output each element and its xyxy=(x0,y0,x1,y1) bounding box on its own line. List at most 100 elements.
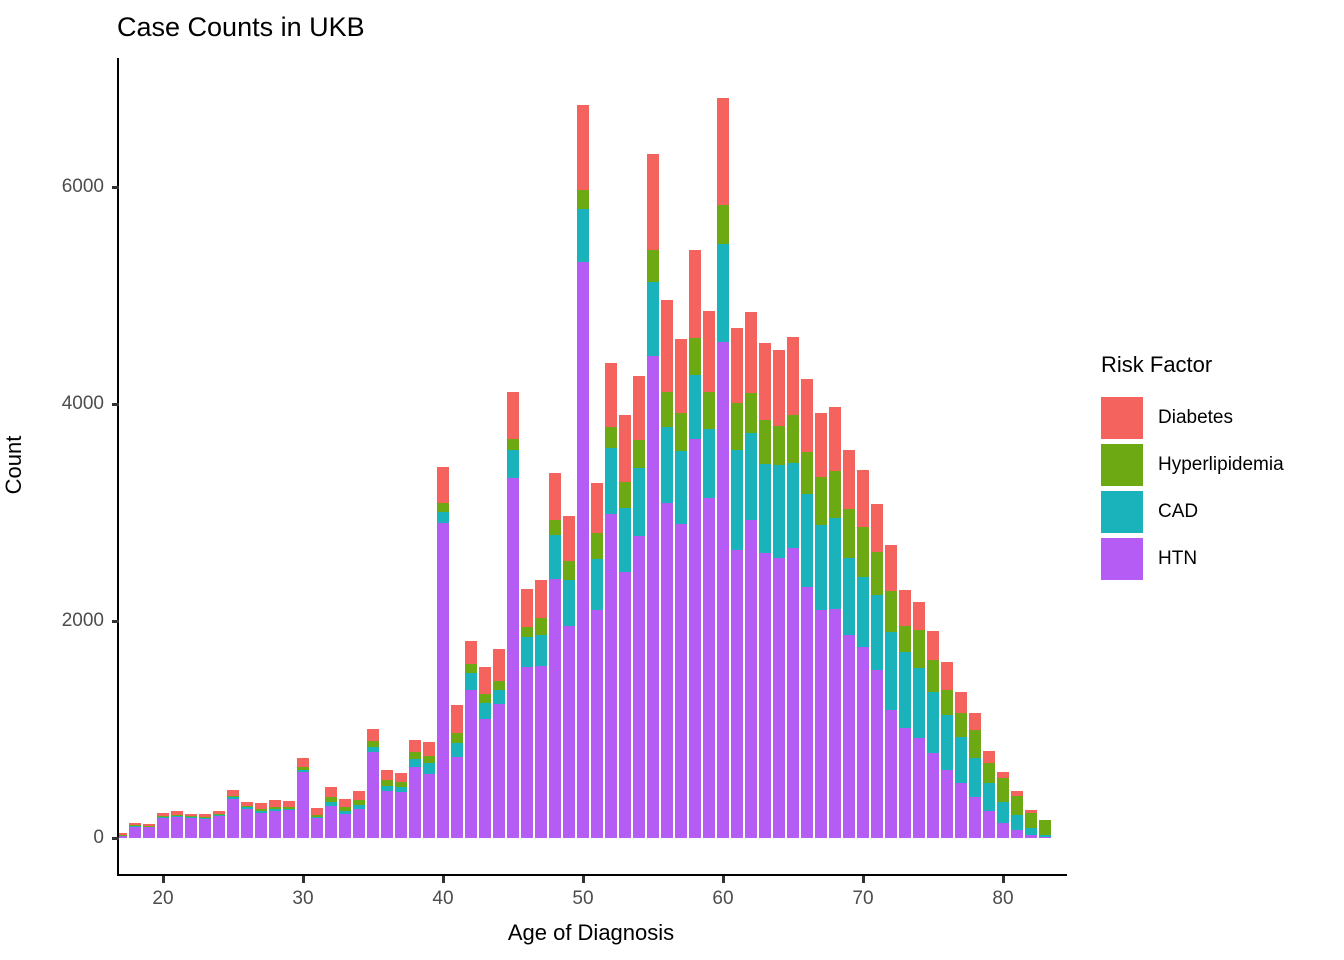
bar-segment-htn-age-20 xyxy=(156,817,170,838)
bar-segment-htn-age-81 xyxy=(1010,829,1024,838)
bar-segment-diabetes-age-59 xyxy=(702,311,716,392)
bar-segment-htn-age-54 xyxy=(632,536,646,838)
legend: Risk Factor Diabetes Hyperlipidemia CAD … xyxy=(1101,352,1336,582)
bar-segment-diabetes-age-77 xyxy=(954,691,968,714)
bar-segment-cad-age-39 xyxy=(422,762,436,774)
plot-panel xyxy=(117,58,1067,876)
legend-label: Hyperlipidemia xyxy=(1158,453,1284,475)
bar-segment-htn-age-24 xyxy=(212,816,226,838)
legend-item-hyperlipidemia: Hyperlipidemia xyxy=(1101,441,1336,488)
bar-segment-cad-age-24 xyxy=(212,815,226,817)
bar-segment-diabetes-age-17 xyxy=(119,833,128,835)
bar-segment-htn-age-29 xyxy=(282,810,296,838)
x-tick-mark xyxy=(162,876,165,883)
bar-segment-htn-age-17 xyxy=(119,835,128,838)
bar-segment-cad-age-55 xyxy=(646,282,660,357)
bar-segment-diabetes-age-23 xyxy=(198,814,212,817)
bar-segment-hyperlipidemia-age-58 xyxy=(688,337,702,376)
bar-segment-cad-age-49 xyxy=(562,579,576,626)
bar-segment-diabetes-age-53 xyxy=(618,414,632,482)
bar-segment-hyperlipidemia-age-39 xyxy=(422,756,436,763)
bar-segment-diabetes-age-51 xyxy=(590,483,604,534)
bar-segment-cad-age-76 xyxy=(940,715,954,771)
x-tick-mark xyxy=(722,876,725,883)
bar-segment-cad-age-78 xyxy=(968,758,982,797)
bar-segment-diabetes-age-48 xyxy=(548,472,562,521)
x-tick-mark xyxy=(1002,876,1005,883)
bar-segment-diabetes-age-22 xyxy=(184,813,198,817)
bar-segment-diabetes-age-70 xyxy=(856,469,870,528)
bar-segment-diabetes-age-24 xyxy=(212,811,226,815)
bar-segment-hyperlipidemia-age-28 xyxy=(268,806,282,809)
bar-segment-hyperlipidemia-age-83 xyxy=(1038,820,1052,836)
bar-segment-hyperlipidemia-age-57 xyxy=(674,412,688,451)
bar-segment-cad-age-40 xyxy=(436,511,450,523)
bar-segment-cad-age-29 xyxy=(282,808,296,811)
bar-segment-hyperlipidemia-age-76 xyxy=(940,690,954,716)
bar-segment-htn-age-68 xyxy=(828,608,842,838)
bar-segment-cad-age-33 xyxy=(338,810,352,815)
bar-segment-htn-age-42 xyxy=(464,689,478,838)
bar-segment-diabetes-age-49 xyxy=(562,515,576,561)
bar-segment-diabetes-age-67 xyxy=(814,413,828,478)
x-tick-label: 20 xyxy=(152,888,174,909)
bar-segment-hyperlipidemia-age-69 xyxy=(842,509,856,559)
bar-segment-diabetes-age-42 xyxy=(464,641,478,664)
bar-segment-diabetes-age-20 xyxy=(156,813,170,816)
bar-segment-htn-age-44 xyxy=(492,704,506,838)
bar-segment-cad-age-45 xyxy=(506,449,520,479)
bar-segment-cad-age-42 xyxy=(464,673,478,690)
bar-segment-htn-age-30 xyxy=(296,772,310,838)
bar-segment-diabetes-age-65 xyxy=(786,337,800,415)
bar-segment-diabetes-age-25 xyxy=(226,790,240,796)
bar-segment-diabetes-age-57 xyxy=(674,338,688,413)
bar-segment-diabetes-age-40 xyxy=(436,467,450,504)
bar-segment-hyperlipidemia-age-41 xyxy=(450,733,464,743)
bar-segment-hyperlipidemia-age-80 xyxy=(996,778,1010,802)
legend-label: HTN xyxy=(1158,547,1198,569)
bar-segment-cad-age-35 xyxy=(366,747,380,752)
bar-segment-htn-age-79 xyxy=(982,811,996,838)
bar-segment-htn-age-69 xyxy=(842,635,856,838)
bar-segment-diabetes-age-52 xyxy=(604,363,618,427)
legend-title: Risk Factor xyxy=(1101,352,1213,377)
bar-segment-hyperlipidemia-age-64 xyxy=(772,425,786,466)
bar-segment-hyperlipidemia-age-52 xyxy=(604,426,618,449)
bar-segment-hyperlipidemia-age-33 xyxy=(338,806,352,811)
bar-segment-hyperlipidemia-age-24 xyxy=(212,814,226,816)
bar-segment-hyperlipidemia-age-43 xyxy=(478,693,492,703)
bar-segment-hyperlipidemia-age-60 xyxy=(716,204,730,244)
bar-segment-htn-age-51 xyxy=(590,610,604,838)
bar-segment-cad-age-32 xyxy=(324,801,338,806)
bar-segment-hyperlipidemia-age-72 xyxy=(884,590,898,632)
bar-segment-hyperlipidemia-age-17 xyxy=(119,834,128,836)
bar-segment-diabetes-age-27 xyxy=(254,803,268,810)
bar-segment-cad-age-61 xyxy=(730,450,744,550)
bar-segment-diabetes-age-82 xyxy=(1024,809,1038,814)
bar-segment-htn-age-58 xyxy=(688,438,702,838)
bar-segment-diabetes-age-55 xyxy=(646,154,660,250)
bar-segment-diabetes-age-81 xyxy=(1010,791,1024,797)
bar-segment-cad-age-31 xyxy=(310,816,324,819)
bar-segment-cad-age-65 xyxy=(786,463,800,549)
bar-segment-cad-age-51 xyxy=(590,558,604,611)
bar-segment-hyperlipidemia-age-26 xyxy=(240,806,254,808)
bar-segment-htn-age-65 xyxy=(786,548,800,838)
bar-segment-cad-age-26 xyxy=(240,807,254,809)
bar-segment-hyperlipidemia-age-75 xyxy=(926,660,940,692)
bar-segment-hyperlipidemia-age-40 xyxy=(436,503,450,512)
htn-swatch-icon xyxy=(1101,537,1143,580)
bar-segment-hyperlipidemia-age-77 xyxy=(954,713,968,737)
bar-segment-htn-age-71 xyxy=(870,669,884,838)
bar-segment-hyperlipidemia-age-22 xyxy=(184,816,198,818)
bar-segment-hyperlipidemia-age-51 xyxy=(590,533,604,559)
bar-segment-cad-age-66 xyxy=(800,493,814,587)
bar-segment-hyperlipidemia-age-59 xyxy=(702,391,716,429)
bar-segment-htn-age-64 xyxy=(772,558,786,838)
bar-segment-hyperlipidemia-age-23 xyxy=(198,816,212,818)
bar-segment-hyperlipidemia-age-53 xyxy=(618,481,632,509)
bar-segment-cad-age-23 xyxy=(198,817,212,819)
bar-segment-hyperlipidemia-age-68 xyxy=(828,470,842,519)
bar-segment-hyperlipidemia-age-19 xyxy=(142,825,156,827)
bar-segment-diabetes-age-28 xyxy=(268,799,282,807)
